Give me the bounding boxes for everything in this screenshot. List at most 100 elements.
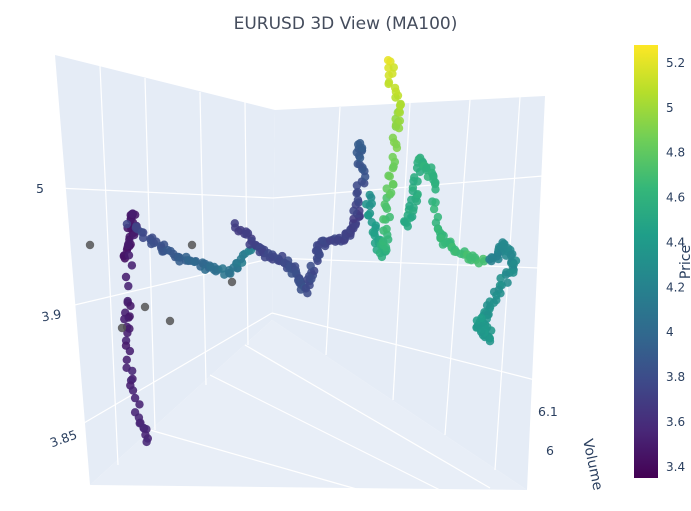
y-tick-label: 6.1 bbox=[538, 404, 558, 419]
data-point bbox=[175, 257, 184, 266]
colorbar-title: Price bbox=[678, 245, 691, 279]
data-point bbox=[388, 179, 398, 189]
outlier-points bbox=[85, 240, 237, 333]
y-axis-label: Volume bbox=[579, 438, 605, 492]
outlier-point bbox=[140, 302, 150, 312]
data-point bbox=[385, 172, 394, 181]
back-wall bbox=[272, 96, 545, 490]
data-point bbox=[363, 211, 373, 220]
colorbar-tick-label: 4.2 bbox=[666, 280, 685, 294]
data-point bbox=[396, 99, 405, 109]
colorbar-tick-label: 3.4 bbox=[666, 460, 685, 474]
data-point bbox=[142, 437, 151, 447]
data-point bbox=[124, 239, 133, 248]
data-point bbox=[408, 183, 418, 192]
data-point bbox=[388, 133, 398, 142]
data-point bbox=[306, 261, 315, 271]
colorbar-gradient bbox=[634, 45, 658, 478]
colorbar-tick-label: 3.6 bbox=[666, 415, 685, 429]
z-tick-label: 5 bbox=[36, 181, 44, 196]
data-point bbox=[429, 204, 439, 214]
data-point bbox=[388, 152, 397, 162]
data-point bbox=[124, 281, 133, 291]
data-point bbox=[355, 139, 365, 148]
colorbar-tick-label: 5.2 bbox=[666, 56, 685, 70]
data-point bbox=[138, 233, 148, 243]
data-point bbox=[509, 268, 518, 277]
series-seg-5 bbox=[349, 139, 370, 215]
floor bbox=[90, 320, 527, 490]
data-point bbox=[190, 257, 199, 267]
data-point bbox=[120, 314, 129, 324]
colorbar-tick-label: 3.8 bbox=[666, 370, 685, 384]
z-tick-label: 3.85 bbox=[48, 427, 79, 451]
data-point bbox=[482, 301, 492, 310]
data-point bbox=[390, 83, 400, 93]
colorbar-tick-label: 4.6 bbox=[666, 191, 685, 205]
chart-title: EURUSD 3D View (MA100) bbox=[233, 14, 458, 34]
data-point bbox=[333, 236, 342, 245]
data-point bbox=[353, 195, 363, 205]
left-wall bbox=[55, 55, 275, 485]
data-point bbox=[128, 386, 138, 395]
data-point bbox=[130, 393, 140, 403]
data-point bbox=[384, 79, 393, 89]
data-points bbox=[85, 56, 521, 447]
colorbar: 3.4 3.6 3.8 4 4.2 4.4 4.6 4.8 5 5.2 Price bbox=[634, 45, 691, 478]
colorbar-tick-label: 5 bbox=[666, 101, 674, 115]
outlier-point bbox=[227, 277, 237, 287]
data-point bbox=[127, 261, 137, 270]
data-point bbox=[123, 328, 132, 338]
series-seg-1 bbox=[119, 209, 152, 447]
series-seg-7 bbox=[400, 153, 489, 268]
data-point bbox=[355, 206, 364, 215]
data-point bbox=[353, 187, 362, 197]
data-point bbox=[198, 258, 207, 267]
data-point bbox=[385, 212, 394, 222]
data-point bbox=[388, 69, 397, 78]
data-point bbox=[431, 198, 440, 207]
scene-panes bbox=[55, 55, 545, 490]
data-point bbox=[365, 201, 374, 210]
data-point bbox=[368, 228, 377, 237]
data-point bbox=[410, 173, 419, 182]
data-point bbox=[128, 366, 137, 376]
outlier-point bbox=[187, 240, 197, 250]
data-point bbox=[124, 251, 134, 260]
data-point bbox=[431, 185, 440, 194]
data-point bbox=[135, 400, 144, 409]
outlier-point bbox=[85, 240, 95, 250]
data-point bbox=[122, 219, 132, 229]
colorbar-tick-label: 4.4 bbox=[666, 235, 685, 249]
colorbar-tick-label: 4 bbox=[666, 325, 674, 339]
data-point bbox=[122, 355, 131, 364]
data-point bbox=[218, 264, 227, 273]
data-point bbox=[382, 224, 391, 234]
data-point bbox=[128, 209, 137, 219]
series-seg-2 bbox=[122, 219, 259, 279]
series-seg-8 bbox=[472, 238, 521, 346]
gridlines bbox=[56, 65, 544, 491]
data-point bbox=[379, 215, 388, 224]
series-seg-6 bbox=[362, 56, 405, 262]
data-point bbox=[395, 116, 405, 126]
data-point bbox=[139, 423, 148, 433]
data-point bbox=[381, 202, 391, 211]
data-point bbox=[506, 251, 516, 260]
y-tick-label: 6 bbox=[546, 443, 554, 458]
outlier-point bbox=[117, 323, 127, 333]
data-point bbox=[245, 240, 254, 249]
colorbar-tick-label: 4.8 bbox=[666, 146, 685, 160]
data-point bbox=[126, 301, 135, 311]
data-point bbox=[121, 272, 131, 282]
data-point bbox=[383, 56, 393, 65]
data-point bbox=[382, 184, 391, 193]
data-point bbox=[395, 108, 404, 117]
z-tick-label: 3.9 bbox=[40, 306, 62, 324]
series-seg-4 bbox=[301, 206, 364, 298]
data-point bbox=[125, 346, 135, 356]
data-point bbox=[477, 313, 486, 323]
outlier-point bbox=[165, 316, 175, 326]
data-point bbox=[496, 274, 505, 283]
